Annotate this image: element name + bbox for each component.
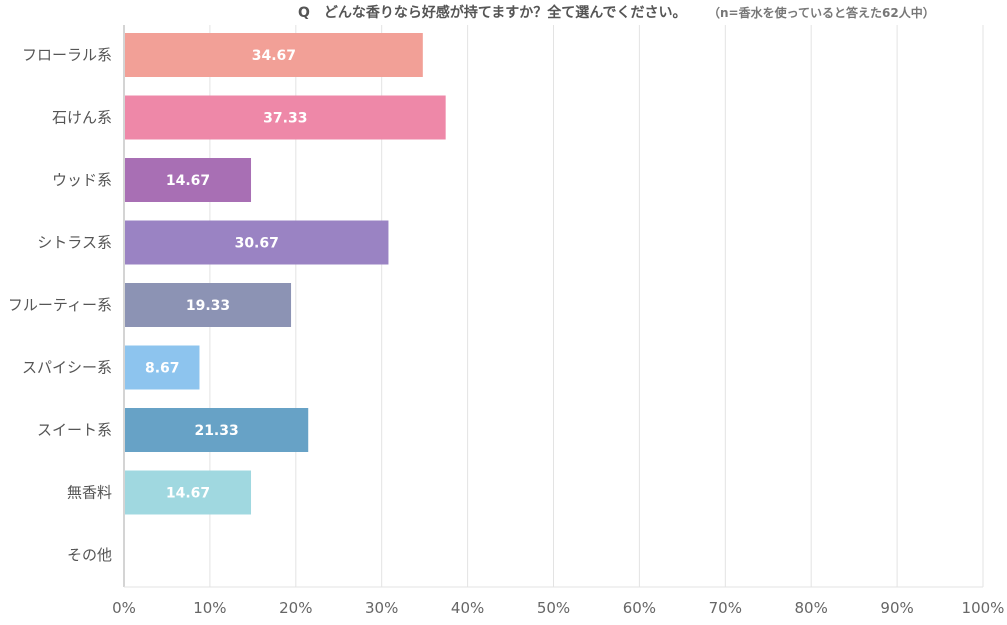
data-label: 14.67	[166, 173, 210, 189]
x-tick-label: 50%	[537, 599, 570, 617]
category-label: フローラル系	[22, 46, 112, 64]
bar	[125, 95, 446, 140]
x-tick-label: 60%	[623, 599, 656, 617]
x-tick-label: 40%	[451, 599, 484, 617]
bar	[125, 408, 309, 452]
category-label: スパイシー系	[22, 359, 112, 377]
data-label: 8.67	[145, 361, 180, 377]
data-label: 21.33	[194, 423, 238, 439]
x-tick-label: 90%	[880, 599, 913, 617]
x-tick-label: 10%	[193, 599, 226, 617]
category-label: 無香料	[67, 484, 112, 502]
category-label: スイート系	[37, 421, 112, 439]
data-label: 30.67	[235, 236, 279, 252]
bar	[125, 345, 200, 390]
bar	[125, 470, 252, 515]
x-tick-label: 80%	[795, 599, 828, 617]
x-tick-label: 20%	[279, 599, 312, 617]
data-label: 34.67	[252, 48, 296, 64]
data-label: 37.33	[263, 111, 307, 127]
x-tick-label: 70%	[709, 599, 742, 617]
bar	[125, 283, 292, 327]
chart-title: Q どんな香りなら好感が持てますか？全て選んでください。	[298, 4, 687, 21]
bar	[125, 158, 252, 202]
category-label: その他	[67, 546, 112, 564]
bars: 34.67 37.33 14.67 30.67 19.33 8.67 21.33 14.67	[125, 33, 446, 515]
category-label: シトラス系	[37, 234, 112, 252]
category-label: ウッド系	[52, 171, 112, 189]
category-label: フルーティー系	[8, 296, 112, 314]
bar	[125, 220, 389, 265]
bar	[125, 33, 423, 77]
chart-subtitle: （n=香水を使っていると答えた62人中）	[708, 5, 935, 20]
x-tick-label: 100%	[962, 599, 1005, 617]
data-label: 19.33	[186, 298, 230, 314]
axes: 0% 10% 20% 30% 40% 50% 60% 70% 80% 90% 100% フローラル系石…	[8, 25, 1005, 617]
category-label: 石けん系	[52, 109, 112, 127]
data-label: 14.67	[166, 486, 210, 502]
x-tick-label: 0%	[112, 599, 136, 617]
x-tick-label: 30%	[365, 599, 398, 617]
